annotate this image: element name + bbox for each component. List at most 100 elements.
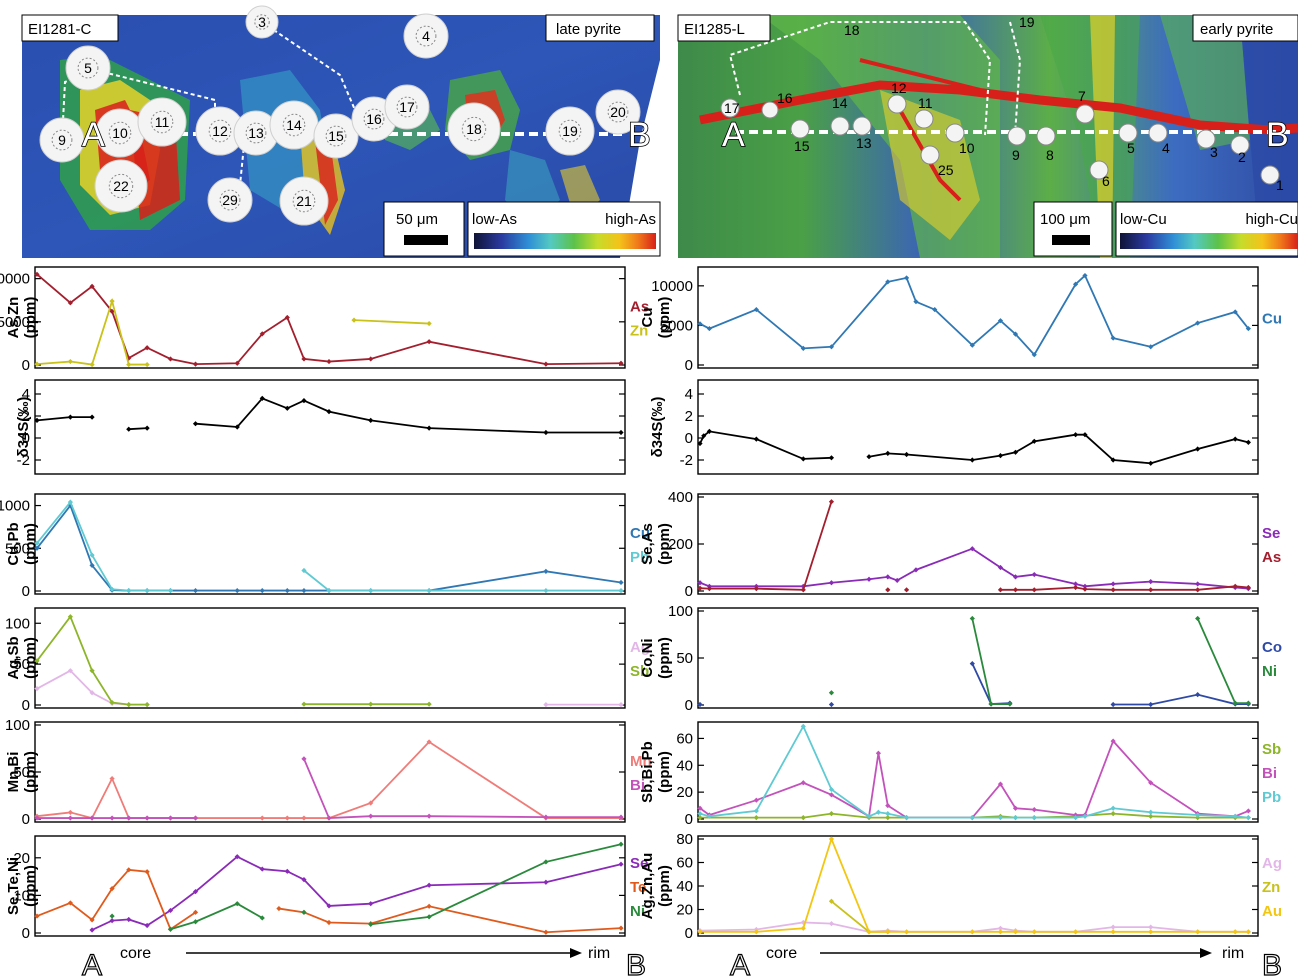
map-spot-label: 17 [724,100,740,116]
map-spot-label: 6 [1102,173,1110,189]
map-spot-label: 21 [296,193,312,209]
data-point [144,922,150,929]
y-axis-unit: (ppm) [22,523,39,565]
map-spot-label: 9 [1012,147,1020,163]
data-point [144,425,150,431]
right-bottom-B: B [1262,949,1282,978]
left-core-rim-axis: A core rim B [81,945,646,978]
data-point [828,580,835,586]
data-point [1148,929,1154,935]
data-point [234,587,240,594]
series-Ag [34,668,150,708]
data-point [109,775,115,782]
data-point [1082,586,1088,592]
data-point [368,921,374,927]
data-point [1031,438,1037,444]
data-point [1110,805,1116,811]
map-spot-label: 5 [1127,140,1135,156]
data-point [368,356,374,362]
y-tick-label: 100 [668,603,693,620]
data-point [903,451,910,458]
data-point [67,499,73,505]
data-point [1245,700,1251,706]
map-spot-label: 9 [58,132,66,148]
plot-frame [697,835,1259,937]
data-point [144,869,150,875]
data-point [1245,929,1251,935]
data-point [618,814,624,820]
y-axis-label: Se,Te,Ni [5,857,22,915]
y-tick-label: 50 [676,650,693,667]
data-point [753,436,759,442]
data-point [426,813,432,819]
map-spot-13: 13 [233,110,279,156]
y-tick-label: 10000 [651,278,693,295]
data-point [800,587,806,593]
right-color-legend: low-Cu high-Cu [1115,201,1298,257]
data-point [144,345,150,351]
series-line [699,430,832,460]
map-spot-8: 8 [1036,126,1056,163]
y-tick-label: 400 [668,489,693,506]
y-tick-label: 80 [676,831,693,848]
data-point [800,345,806,351]
data-point [1110,335,1116,341]
series-Bi [697,738,1251,821]
data-point [866,929,872,935]
data-point [875,809,882,815]
series-Co [1110,692,1251,708]
legend-entry-Zn: Zn [1262,879,1280,896]
data-point [1072,929,1079,935]
legend-entry-Cu: Cu [1262,311,1282,328]
data-point [144,587,150,594]
map-spot-label: 13 [248,125,264,141]
data-point [828,792,835,798]
map-spot-29: 29 [207,177,253,223]
data-point [1148,780,1154,786]
y-tick-label: 50 [13,764,30,781]
map-spot-label: 25 [938,162,954,178]
data-point [1195,815,1201,821]
map-spot-label: 13 [856,135,872,151]
data-point [301,756,307,762]
data-point [1245,808,1251,814]
data-point [126,355,132,361]
left-legend-low: low-As [472,211,517,228]
data-point [1110,701,1116,708]
data-point [126,701,132,708]
y-axis-label: Ag,Sb [5,636,22,679]
data-point [543,859,549,865]
map-spot-14: 14 [269,100,319,150]
map-spot-label: 10 [959,140,975,156]
data-point [1012,815,1019,821]
map-spot-label: 16 [366,111,382,127]
series-line [36,297,148,366]
left-core-label: core [120,945,151,962]
legend-entry-As: As [630,299,649,316]
left-legend-high: high-As [605,211,656,228]
series-line [971,663,1010,705]
chart-L1: 0 5000 10000 As,Zn(ppm) As Zn [0,266,649,374]
data-point [997,925,1004,931]
data-point [67,502,73,509]
series-Zn [34,297,150,368]
data-point [706,428,712,434]
right-map-A-label: A [722,116,745,154]
data-point [89,361,95,368]
data-point [426,914,432,920]
data-point [997,587,1004,593]
series-line [699,547,1249,590]
map-spot-5: 5 [1118,123,1138,156]
series-Te [34,867,199,932]
series-line [699,501,833,591]
map-spot-1: 1 [1260,165,1284,193]
data-point [234,901,240,907]
map-spot-25: 25 [920,145,954,178]
map-spot-label: 7 [1078,88,1086,104]
data-point [89,668,95,674]
right-phase-tag: early pyrite [1192,14,1298,42]
data-point [1072,815,1079,821]
data-point [167,907,174,914]
map-spot-label: 11 [155,114,170,130]
data-point [1072,281,1079,287]
